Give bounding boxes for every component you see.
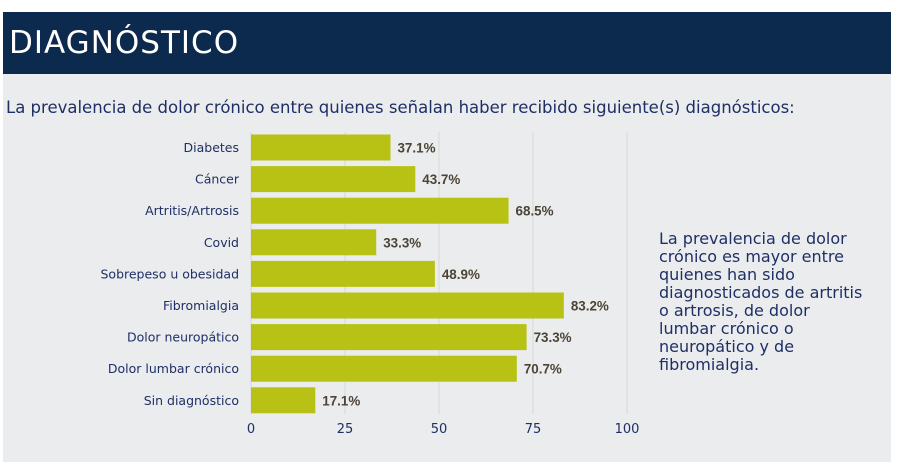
category-label: Diabetes [184,140,240,155]
bar [251,387,316,414]
x-tick-label: 50 [431,422,448,437]
page-title: DIAGNÓSTICO [9,25,240,61]
category-label: Covid [204,235,239,250]
content-panel [3,12,891,462]
bar [251,197,509,224]
category-label: Dolor neuropático [127,330,239,345]
category-label: Dolor lumbar crónico [108,361,239,376]
category-label: Sobrepeso u obesidad [100,266,239,281]
value-label: 43.7% [422,172,460,187]
bar [251,355,517,382]
bar [251,229,377,256]
value-label: 70.7% [524,362,562,377]
bar [251,260,435,287]
value-label: 33.3% [383,235,421,250]
bar [251,324,527,351]
value-label: 37.1% [397,141,435,156]
bar [251,166,416,193]
category-label: Cáncer [195,172,240,187]
x-tick-label: 75 [525,422,542,437]
x-tick-label: 100 [615,422,640,437]
x-tick-label: 0 [247,422,255,437]
category-label: Fibromialgia [163,298,239,313]
summary-note: La prevalencia de dolor crónico es mayor… [659,229,863,374]
bar [251,134,391,161]
header-bar: DIAGNÓSTICO [3,12,891,74]
x-tick-label: 25 [337,422,354,437]
value-label: 73.3% [534,330,572,345]
category-label: Sin diagnóstico [144,393,239,408]
category-label: Artritis/Artrosis [145,203,239,218]
value-label: 17.1% [322,393,360,408]
value-label: 83.2% [571,299,609,314]
value-label: 68.5% [516,204,554,219]
chart-subtitle: La prevalencia de dolor crónico entre qu… [6,98,795,117]
bar [251,292,564,319]
value-label: 48.9% [442,267,480,282]
